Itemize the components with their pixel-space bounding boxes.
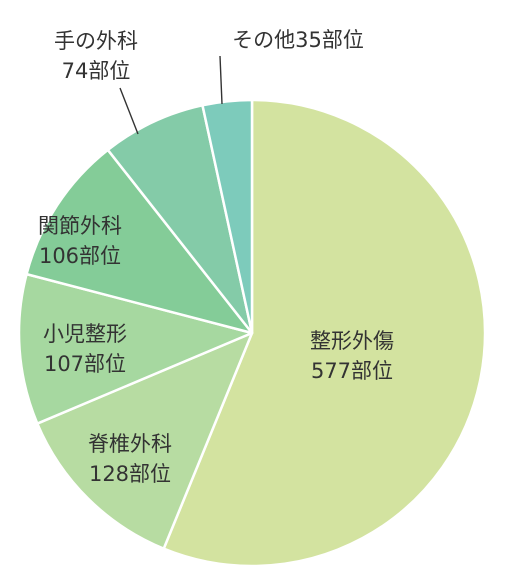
slice-label-value: 107部位: [44, 352, 126, 376]
slice-label-name: 関節外科: [38, 214, 122, 238]
pie-slice: [36, 331, 254, 550]
pie-slice: [201, 98, 254, 335]
slice-label: 関節外科 106部位: [38, 214, 122, 268]
slice-label: その他35部位: [232, 28, 364, 52]
slice-label: 小児整形 107部位: [43, 322, 127, 376]
slice-label-value: 577部位: [311, 359, 393, 383]
leader-lines: [119, 55, 223, 135]
slice-label-name: 小児整形: [43, 322, 127, 346]
pie-slice: [106, 104, 254, 335]
slice-label-value: 74部位: [62, 59, 131, 83]
slice-label-name: 手の外科: [54, 29, 138, 53]
slice-label-name: 整形外傷: [310, 329, 394, 353]
pie-slice: [17, 272, 254, 425]
slice-label: 脊椎外科 128部位: [88, 432, 172, 486]
pie-slices: [17, 98, 487, 568]
leader-line: [119, 87, 139, 135]
slice-label: 整形外傷 577部位: [310, 329, 394, 383]
slice-label-name: 脊椎外科: [88, 432, 172, 456]
pie-slice: [162, 98, 487, 568]
slice-label-value: 106部位: [39, 244, 121, 268]
slice-label: 手の外科 74部位: [54, 29, 138, 83]
slice-label-value: 128部位: [89, 462, 171, 486]
leader-line: [219, 55, 223, 105]
pie-slice: [25, 148, 254, 335]
